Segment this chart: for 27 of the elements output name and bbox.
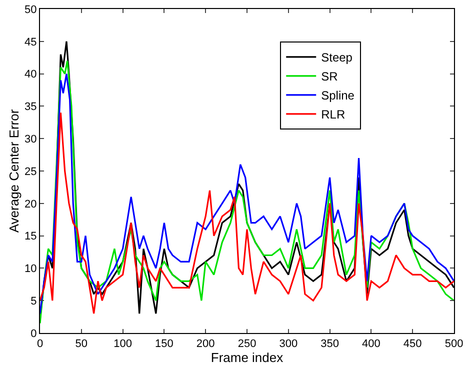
x-tick-label: 50 [75,338,88,350]
legend-label: Steep [321,50,353,65]
x-tick-label: 100 [114,338,132,350]
y-tick-label: 35 [24,101,37,114]
x-tick-label: 500 [444,338,464,350]
x-tick-label: 200 [196,338,215,350]
legend-label: SR [321,70,338,84]
y-tick-label: 40 [24,68,37,81]
x-tick-label: 350 [320,338,339,350]
x-tick-label: 250 [238,338,256,350]
y-tick-label: 5 [30,295,37,308]
x-tick-label: 300 [279,338,298,350]
y-axis-title: Average Center Error [6,108,22,233]
legend-label: Spline [321,88,355,103]
y-tick-label: 50 [24,4,37,16]
x-tick-label: 150 [155,338,174,350]
y-tick-label: 30 [24,133,37,146]
x-tick-label: 450 [403,338,422,350]
legend-label: RLR [321,108,346,122]
y-tick-label: 20 [24,198,37,210]
y-tick-label: 15 [24,230,37,243]
y-tick-label: 25 [24,166,37,178]
y-tick-label: 10 [24,263,37,276]
x-axis-title: Frame index [210,350,284,366]
x-tick-label: 400 [362,338,380,350]
y-tick-label: 45 [24,36,37,48]
y-tick-label: 0 [30,328,37,340]
